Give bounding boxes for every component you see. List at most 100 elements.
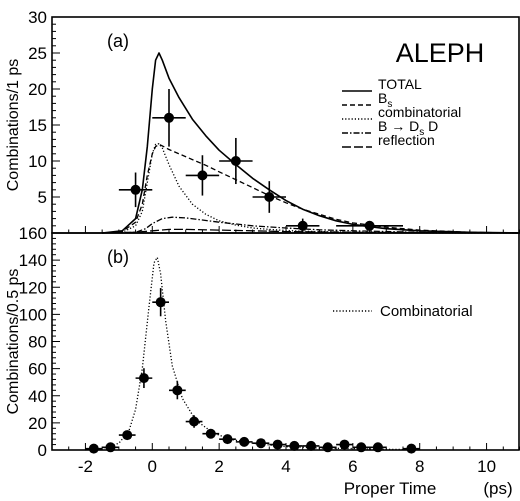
x-tick-label: 6 xyxy=(348,457,357,476)
data-marker xyxy=(306,440,317,451)
y-tick-label: 0 xyxy=(38,441,47,460)
y-tick-label: 15 xyxy=(28,116,47,135)
data-marker xyxy=(322,442,333,453)
legend-label-text: TOTAL xyxy=(378,76,422,92)
legend-label: combinatorial xyxy=(378,104,461,120)
data-marker xyxy=(339,439,350,450)
data-point xyxy=(302,440,320,451)
data-marker xyxy=(239,436,250,447)
data-point xyxy=(102,442,119,453)
data-marker xyxy=(289,440,300,451)
x-tick-label: 2 xyxy=(214,457,223,476)
y-tick-label: 40 xyxy=(28,387,47,406)
experiment-label: ALEPH xyxy=(396,38,485,68)
panel-b: 0 20 40 60 80 100 120 140 160 -2 0 2 4 6 8 10 Combinatio… xyxy=(5,224,520,476)
legend-label-text: D xyxy=(424,118,438,134)
x-axis-label: Proper Time xyxy=(344,479,437,498)
x-tick-label: -2 xyxy=(78,457,93,476)
data-point xyxy=(286,440,303,451)
data-marker xyxy=(364,220,375,231)
data-point xyxy=(319,442,337,453)
data-marker xyxy=(205,428,216,439)
data-point xyxy=(152,89,186,147)
y-tick-label: 30 xyxy=(28,8,47,27)
data-point xyxy=(219,137,253,185)
panel-a: 5 10 15 20 25 30 Combinations/1 ps (a) ALEPH TOTA… xyxy=(5,8,520,234)
legend-label: TOTAL xyxy=(378,76,422,92)
x-tick-label: 0 xyxy=(148,457,157,476)
data-point xyxy=(185,155,220,196)
legend-label: B → Ds D xyxy=(378,118,438,138)
series-line-4 xyxy=(102,228,520,234)
data-marker xyxy=(372,442,383,453)
panel-label: (a) xyxy=(107,31,129,51)
series-line-1 xyxy=(102,143,520,234)
data-point xyxy=(369,442,387,453)
legend-label-text: B xyxy=(378,90,387,106)
legend-label: Bs xyxy=(378,90,392,110)
data-marker xyxy=(230,156,241,166)
data-point xyxy=(169,381,186,400)
legend-label: reflection xyxy=(378,132,435,148)
data-point xyxy=(202,428,220,439)
x-tick-label: 4 xyxy=(281,457,290,476)
data-point xyxy=(286,218,320,233)
legend-label: Combinatorial xyxy=(380,303,473,320)
y-tick-label: 120 xyxy=(19,278,47,297)
data-point xyxy=(252,181,286,213)
series-line-2 xyxy=(102,143,520,234)
y-tick-label: 20 xyxy=(28,80,47,99)
data-marker xyxy=(297,220,308,231)
data-marker xyxy=(138,373,149,384)
data-marker xyxy=(164,112,174,123)
panel-label: (b) xyxy=(107,247,129,267)
y-tick-label: 140 xyxy=(19,251,47,270)
data-marker xyxy=(406,443,417,454)
data-point xyxy=(85,443,103,454)
data-point xyxy=(235,436,253,447)
x-tick-label: 10 xyxy=(477,457,496,476)
series-line-0 xyxy=(85,256,420,451)
data-marker xyxy=(130,184,141,195)
y-tick-label: 5 xyxy=(38,188,47,207)
data-point xyxy=(118,172,153,208)
x-axis-title: Proper Time (ps) xyxy=(344,479,513,498)
data-point xyxy=(269,439,286,450)
data-marker xyxy=(122,430,133,441)
legend-label-text: combinatorial xyxy=(378,104,461,120)
y-tick-label: 20 xyxy=(28,414,47,433)
data-marker xyxy=(88,443,99,454)
data-point xyxy=(118,430,136,441)
legend-label-text: B xyxy=(378,118,387,134)
data-point xyxy=(152,288,169,317)
data-marker xyxy=(172,385,183,396)
data-point xyxy=(185,415,203,428)
data-point xyxy=(219,434,236,445)
data-marker xyxy=(264,192,275,202)
data-marker xyxy=(272,439,283,450)
data-marker xyxy=(222,434,233,445)
x-axis-unit: (ps) xyxy=(483,479,512,498)
data-marker xyxy=(155,297,166,308)
data-point xyxy=(352,442,370,453)
y-tick-label: 160 xyxy=(19,224,47,243)
data-marker xyxy=(105,442,116,453)
data-point xyxy=(252,438,270,449)
y-tick-label: 60 xyxy=(28,360,47,379)
legend-label-text: reflection xyxy=(378,132,435,148)
legend-label-text: D xyxy=(409,118,419,134)
legend-subscript: s xyxy=(387,99,392,110)
legend-arrow: → xyxy=(387,118,409,134)
data-marker xyxy=(197,170,208,181)
y-tick-label: 25 xyxy=(28,44,47,63)
data-marker xyxy=(356,442,367,453)
y-axis-label: Combinations/0.5 ps xyxy=(5,269,22,415)
y-tick-label: 80 xyxy=(28,333,47,352)
y-axis-label: Combinations/1 ps xyxy=(5,59,22,192)
y-tick-label: 10 xyxy=(28,152,47,171)
x-tick-label: 8 xyxy=(415,457,424,476)
legend-subscript: s xyxy=(419,127,424,138)
data-point xyxy=(135,368,153,389)
series-line-3 xyxy=(102,216,520,234)
